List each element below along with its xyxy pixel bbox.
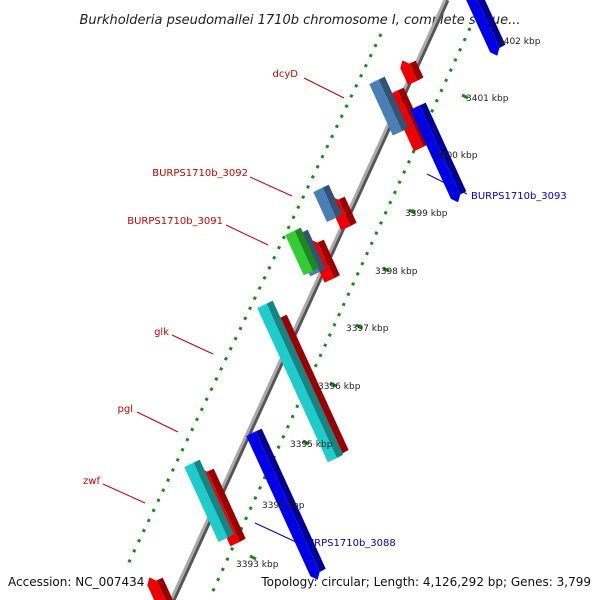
gene-label-pgl: pgl [118, 404, 133, 415]
feature-bar-15 [246, 431, 320, 580]
feature-bar-6-side [338, 196, 357, 226]
gene-label-burps1710b-3091: BURPS1710b_3091 [127, 216, 223, 227]
feature-bar-14-side [193, 459, 234, 538]
map-title: Burkholderia pseudomallei 1710b chromoso… [79, 13, 520, 28]
gene-label-burps1710b-3092: BURPS1710b_3092 [152, 168, 248, 179]
tick-label: 3402 kbp [498, 37, 541, 47]
feature-bar-15-side [255, 428, 326, 572]
tick-label: 3401 kbp [466, 94, 509, 104]
feature-bar-10-top [285, 227, 301, 236]
tick-label: 3396 kbp [318, 382, 361, 392]
major-tick-marks [249, 36, 496, 561]
gene-label-zwf: zwf [83, 476, 100, 487]
feature-bar-7 [313, 187, 337, 222]
feature-bar-14-top [184, 459, 200, 468]
gene-labels: dcyD BURPS1710b_3093 BURPS1710b_3092 BUR… [83, 69, 567, 549]
feature-bar-9-side [301, 229, 326, 273]
feature-bar-5-top [410, 102, 426, 111]
feature-bar-7-side [322, 184, 343, 218]
feature-bar-8-side [317, 239, 340, 279]
gene-label-burps1710b-3088: BURPS1710b_3088 [300, 538, 396, 549]
feature-bar-1-side [409, 60, 424, 81]
feature-bar-13-side [207, 468, 246, 542]
feature-bar-12-top [257, 300, 273, 309]
feature-bar-1 [400, 60, 418, 85]
tick-label: 3400 kbp [435, 151, 478, 161]
feature-bar-12 [257, 303, 338, 463]
feature-bar-10-side [294, 227, 319, 271]
label-connectors [102, 77, 468, 543]
inner-tick-ring [210, 27, 472, 594]
feature-bar-3-side [378, 76, 409, 132]
feature-bar-16-side [156, 577, 173, 600]
feature-bar-16 [147, 577, 166, 600]
tick-label: 3398 kbp [375, 267, 418, 277]
accession-text: Accession: NC_007434 [8, 575, 144, 589]
tick-label: 3397 kbp [346, 324, 389, 334]
feature-bar-3-top [369, 76, 385, 85]
feature-bar-5 [410, 105, 461, 203]
feature-bar-11-side [280, 314, 349, 454]
feature-bar-10 [285, 230, 313, 276]
gene-label-glk: glk [154, 327, 169, 338]
outer-tick-ring [126, 33, 383, 565]
tick-label: 3399 kbp [405, 209, 448, 219]
feature-bar-14 [184, 462, 228, 542]
tick-labels: 3402 kbp 3401 kbp 3400 kbp 3399 kbp 3398… [236, 37, 541, 570]
feature-bar-4 [466, 0, 500, 56]
feature-bar-15-top [246, 428, 262, 437]
gene-label-dcyd: dcyD [273, 69, 299, 80]
feature-bar-3 [369, 79, 403, 136]
feature-bar-4-side [477, 0, 506, 48]
feature-bar-12-side [266, 300, 344, 458]
tick-label: 3394 kbp [262, 501, 305, 511]
feature-track [147, 0, 506, 600]
gene-label-burps1710b-3093: BURPS1710b_3093 [471, 191, 567, 202]
feature-bar-5-side [419, 102, 467, 195]
tick-label: 3393 kbp [236, 560, 279, 570]
tick-label: 3395 kbp [290, 440, 333, 450]
feature-bar-7-top [313, 184, 329, 193]
summary-text: Topology: circular; Length: 4,126,292 bp… [260, 575, 591, 589]
